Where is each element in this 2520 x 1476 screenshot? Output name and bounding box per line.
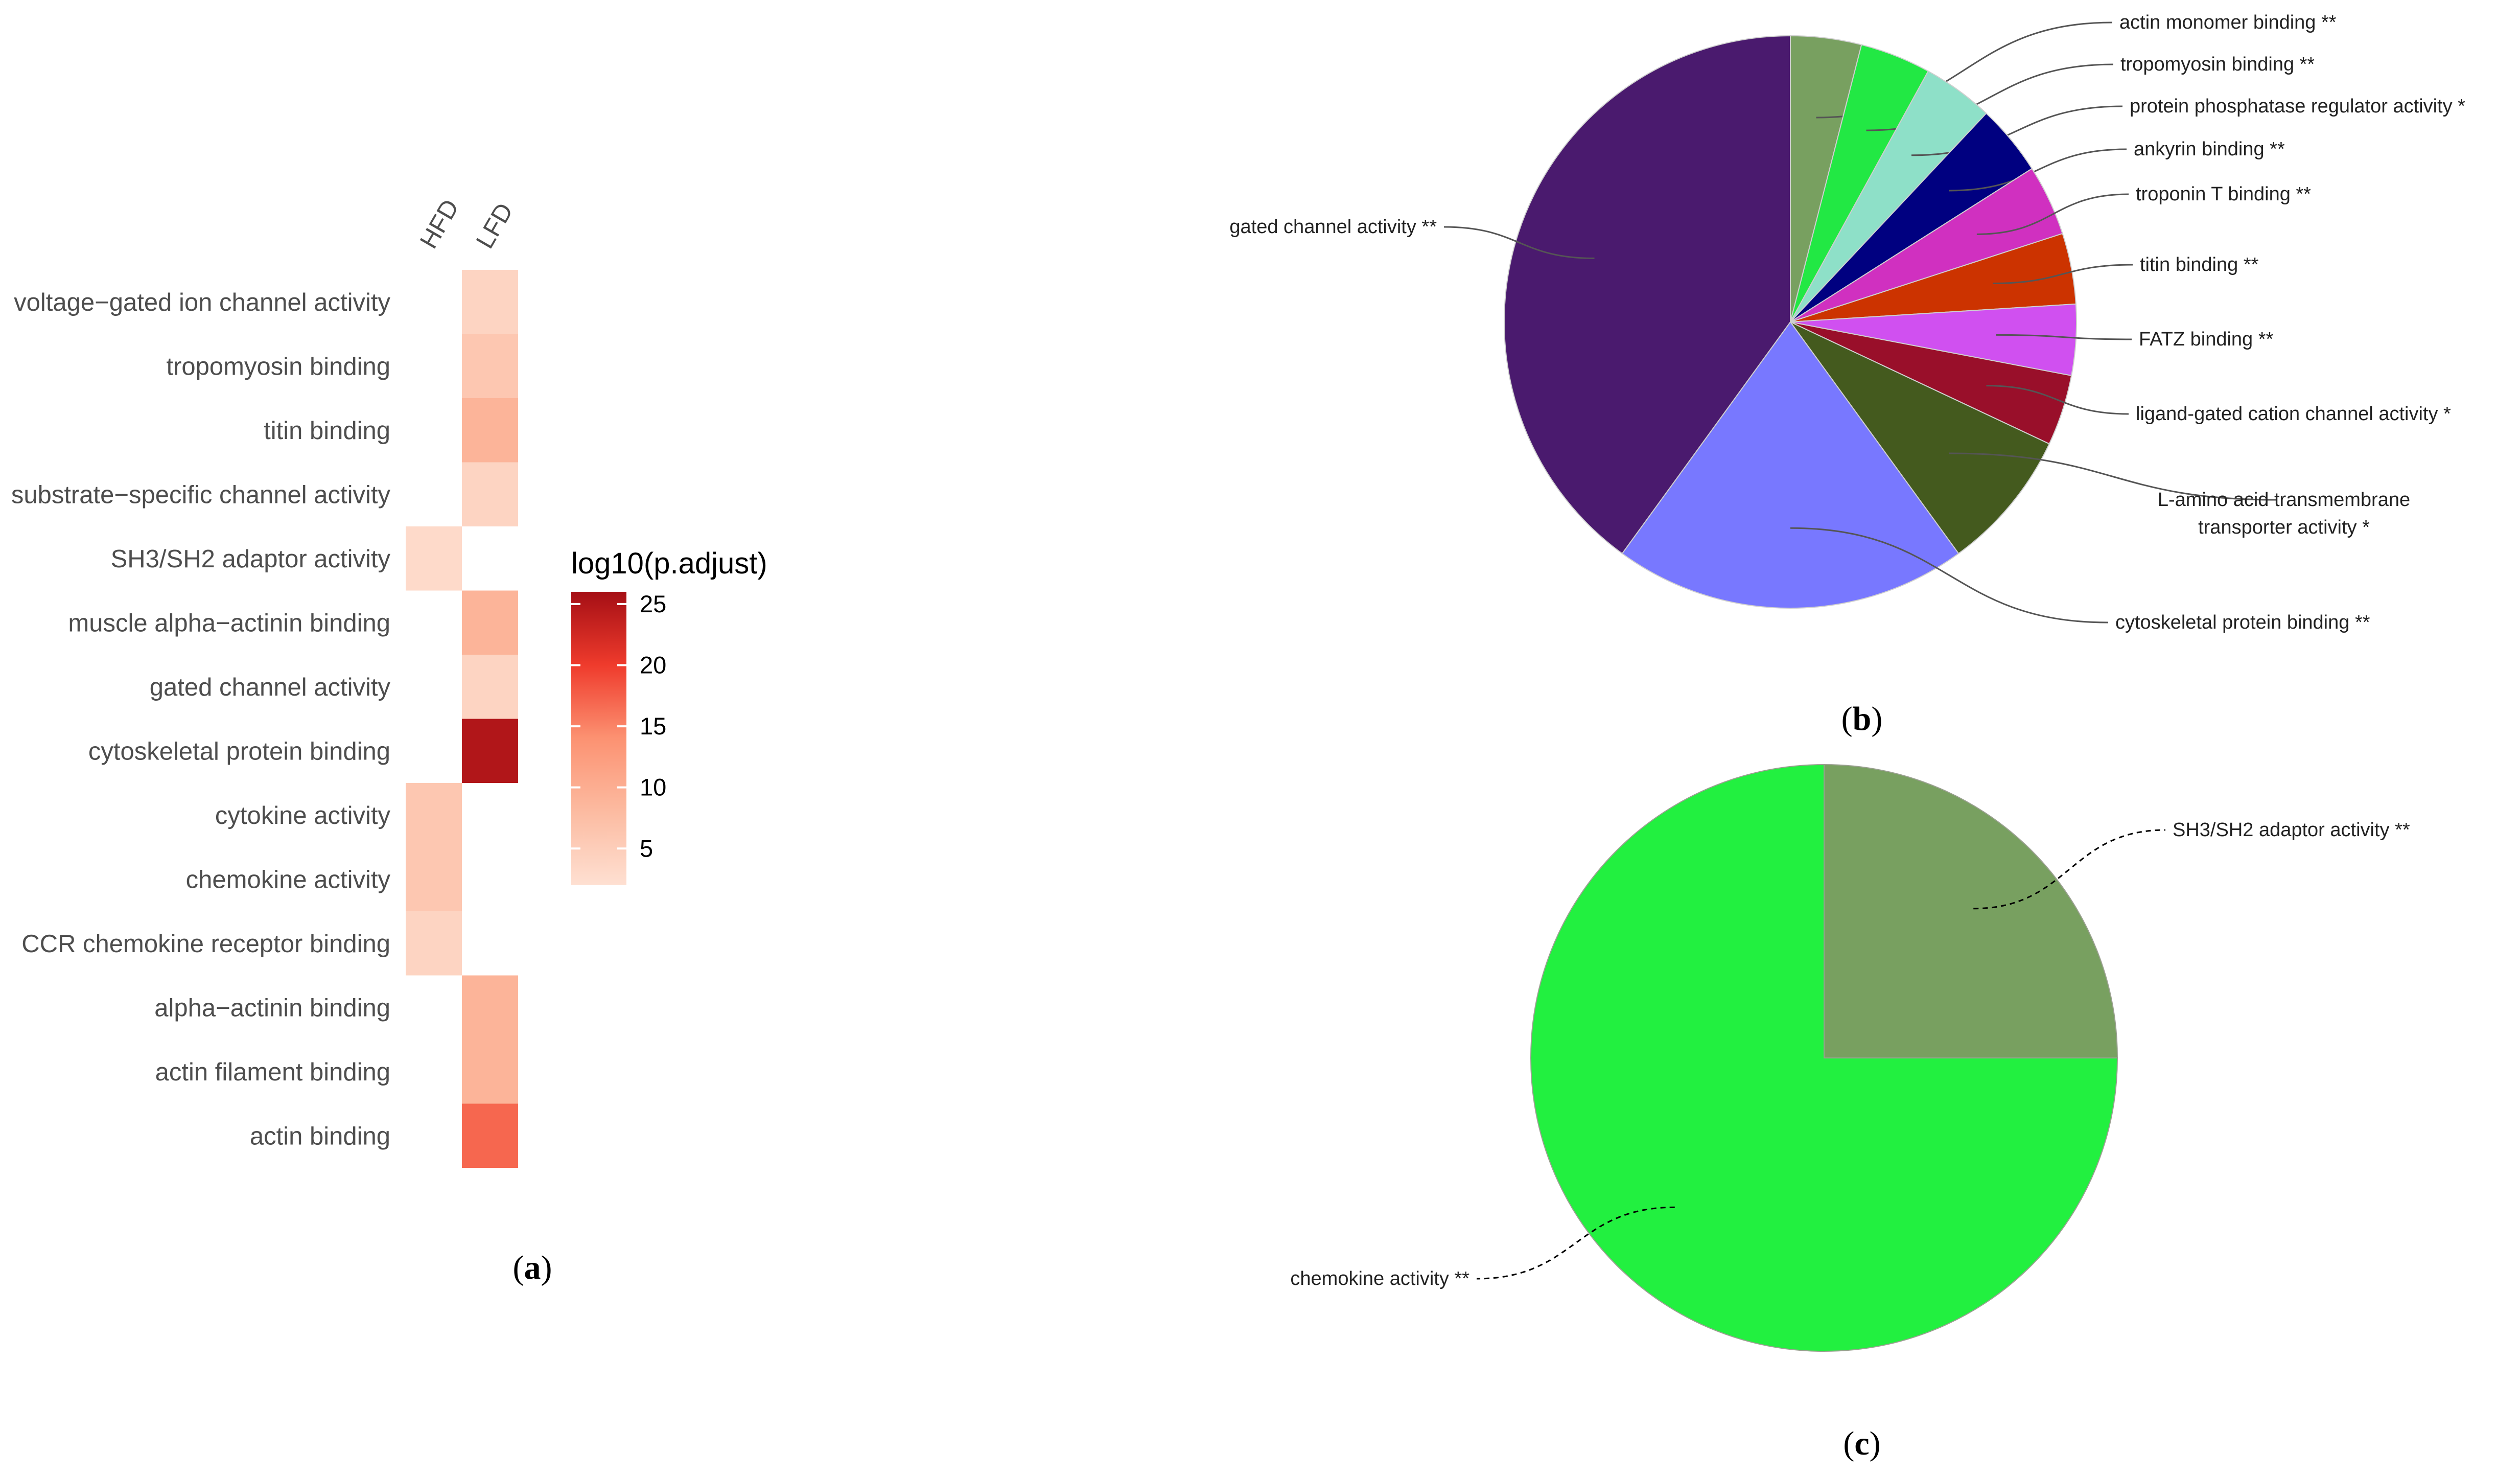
panel-label-b: (b) [1841, 700, 1883, 737]
leader-line [1993, 264, 2133, 284]
slice-label: ligand-gated cation channel activity * [2136, 403, 2451, 425]
heatmap-cell [462, 270, 518, 334]
pie-chart-c: SH3/SH2 adaptor activity ** chemokine act… [1290, 764, 2410, 1352]
heatmap-cell [462, 462, 518, 526]
leader-line [1996, 334, 2132, 340]
row-label: tropomyosin binding [166, 353, 390, 380]
column-label-hfd: HFD [415, 195, 464, 253]
row-label: actin filament binding [155, 1058, 390, 1086]
pie-slice [1621, 321, 1959, 609]
slice-label: protein phosphatase regulator activity * [2130, 96, 2465, 117]
slice-label: chemokine activity ** [1290, 1268, 1469, 1289]
leader-line [1476, 1206, 1675, 1280]
leader-line [1986, 385, 2129, 415]
row-label: voltage−gated ion channel activity [14, 289, 390, 316]
slice-label: SH3/SH2 adaptor activity ** [2173, 819, 2410, 841]
leader-line [1949, 148, 2127, 192]
panel-label-a: (a) [513, 1249, 552, 1286]
row-label: substrate−specific channel activity [11, 481, 391, 509]
leader-line [1949, 452, 2277, 501]
legend-tick-label: 15 [640, 712, 666, 740]
row-label: gated channel activity [150, 674, 391, 701]
legend-tick-label: 10 [640, 774, 666, 801]
heatmap-cell [406, 911, 462, 976]
slice-label: gated channel activity ** [1229, 216, 1437, 238]
row-label: actin binding [250, 1122, 390, 1150]
heatmap-cell [406, 783, 462, 847]
heatmap-cell [462, 334, 518, 398]
leader-line [1976, 193, 2129, 235]
slice-label: ankyrin binding ** [2134, 139, 2285, 160]
slice-label: L-amino acid transmembrane transporter ac… [2158, 489, 2410, 538]
row-label: titin binding [264, 417, 390, 445]
leader-line [1443, 226, 1595, 259]
heatmap-cell [406, 847, 462, 911]
slice-label: titin binding ** [2140, 254, 2259, 275]
slice-label: troponin T binding ** [2136, 183, 2311, 205]
heatmap-panel: HFD LFD voltage−gated ion channel activity… [11, 195, 519, 1168]
slice-label: FATZ binding ** [2139, 329, 2274, 350]
row-label: cytokine activity [215, 802, 391, 829]
heatmap-cell [406, 526, 462, 591]
leader-line [1973, 829, 2166, 910]
heatmap-cell [462, 1040, 518, 1104]
pie-slice [1530, 764, 2118, 1352]
heatmap-cell [462, 398, 518, 463]
heatmap-cell [462, 590, 518, 655]
colorbar [571, 592, 626, 885]
legend-tick-label: 5 [640, 835, 653, 862]
row-label: CCR chemokine receptor binding [21, 930, 390, 958]
slice-label: tropomyosin binding ** [2120, 54, 2315, 75]
row-label: SH3/SH2 adaptor activity [111, 545, 391, 573]
slice-label: cytoskeletal protein binding ** [2115, 612, 2370, 633]
pie-chart-b: actin monomer binding ** tropomyosin bind… [1229, 12, 2465, 633]
pie-slice [1824, 764, 2118, 1058]
heatmap-cell [462, 975, 518, 1040]
row-label: chemokine activity [186, 866, 391, 893]
leader-line [1790, 527, 2109, 624]
heatmap-legend: log10(p.adjust) 5 10 15 20 25 [571, 547, 767, 885]
column-label-lfd: LFD [471, 198, 519, 253]
heatmap-cell [462, 1103, 518, 1168]
row-label: alpha−actinin binding [154, 994, 390, 1022]
heatmap-cell [462, 655, 518, 719]
row-label: cytoskeletal protein binding [88, 737, 390, 765]
legend-tick-label: 25 [640, 590, 666, 617]
row-label: muscle alpha−actinin binding [68, 609, 390, 637]
pie-slice [1790, 321, 2050, 555]
pie-slice [1503, 35, 1791, 555]
legend-tick-label: 20 [640, 652, 666, 679]
heatmap-cell [462, 719, 518, 783]
legend-title: log10(p.adjust) [571, 547, 767, 580]
slice-label: actin monomer binding ** [2119, 12, 2337, 33]
panel-label-c: (c) [1843, 1425, 1880, 1462]
